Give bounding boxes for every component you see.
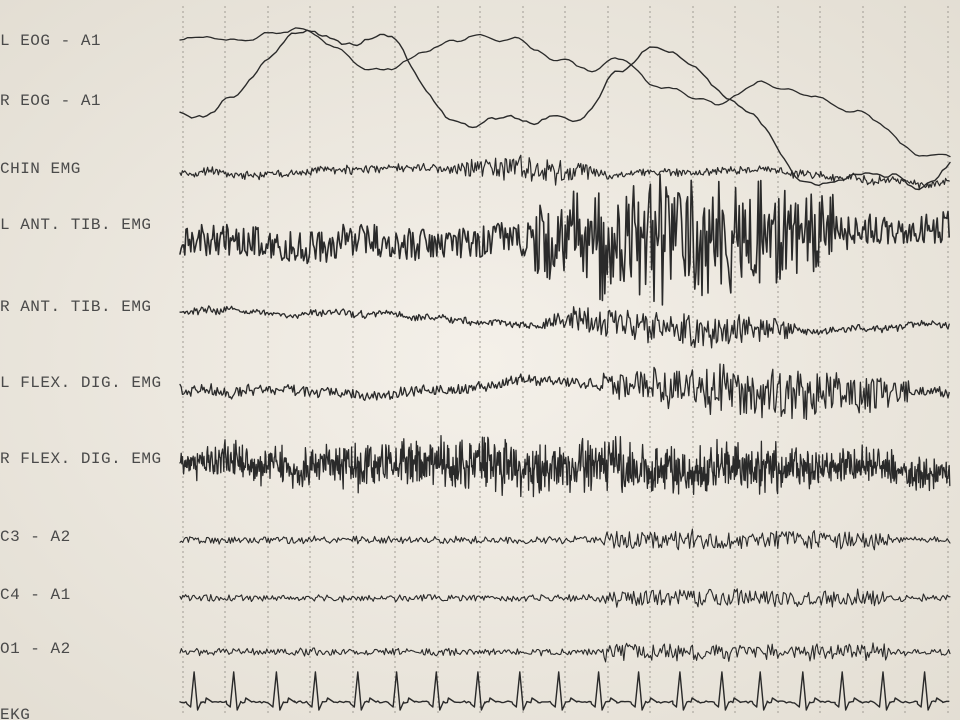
channel-label-r-flex-dig: R FLEX. DIG. EMG: [0, 450, 162, 468]
channel-label-o1-a2: O1 - A2: [0, 640, 71, 658]
channel-label-ekg: EKG: [0, 706, 30, 724]
channel-label-l-ant-tib: L ANT. TIB. EMG: [0, 216, 152, 234]
channel-label-chin-emg: CHIN EMG: [0, 160, 81, 178]
channel-label-c3-a2: C3 - A2: [0, 528, 71, 546]
psg-chart: [0, 0, 960, 720]
channel-label-r-ant-tib: R ANT. TIB. EMG: [0, 298, 152, 316]
channel-label-c4-a1: C4 - A1: [0, 586, 71, 604]
channel-label-r-eog: R EOG - A1: [0, 92, 101, 110]
channel-label-l-flex-dig: L FLEX. DIG. EMG: [0, 374, 162, 392]
channel-label-l-eog: L EOG - A1: [0, 32, 101, 50]
